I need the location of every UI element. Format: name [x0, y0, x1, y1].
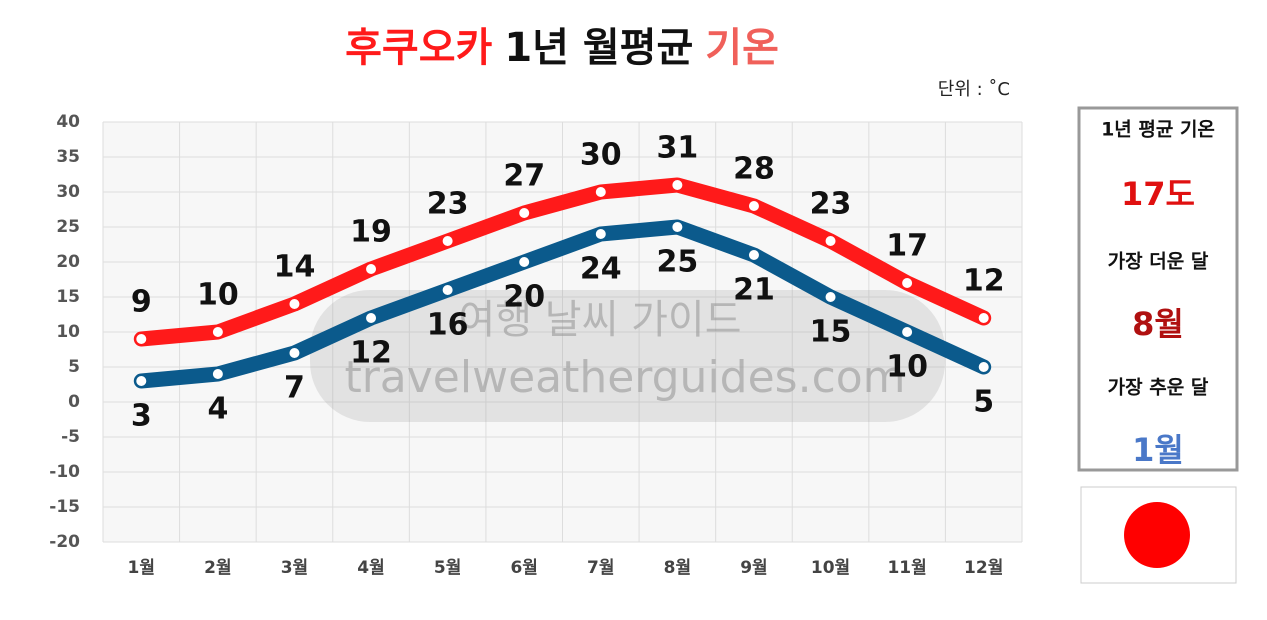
data-label: 14: [274, 250, 316, 285]
point: [976, 360, 991, 374]
y-tick-label: 20: [56, 252, 80, 272]
data-label: 23: [427, 187, 469, 222]
point: [593, 185, 608, 199]
x-tick-label: 8월: [664, 558, 691, 578]
data-label: 16: [427, 308, 469, 343]
point: [746, 199, 761, 213]
x-tick-label: 1월: [128, 558, 155, 578]
point: [670, 220, 685, 234]
data-label: 19: [350, 215, 392, 250]
data-label: 3: [131, 399, 152, 434]
point: [364, 262, 379, 276]
x-tick-label: 9월: [740, 558, 767, 578]
panel-value: 17도: [1121, 175, 1195, 213]
y-tick-label: -5: [61, 427, 80, 447]
x-tick-label: 11월: [887, 558, 926, 578]
data-label: 7: [284, 371, 305, 406]
y-tick-label: -10: [49, 462, 80, 482]
series-line: [133, 177, 992, 347]
watermark-text: travelweatherguides.com: [344, 352, 905, 403]
data-label: 27: [503, 159, 545, 194]
point: [210, 367, 225, 381]
data-label: 12: [350, 336, 392, 371]
y-tick-label: 40: [56, 112, 80, 132]
point: [517, 206, 532, 220]
panel-value: 1월: [1132, 431, 1184, 469]
y-tick-label: -20: [49, 532, 80, 552]
point: [440, 283, 455, 297]
data-label: 17: [886, 229, 928, 264]
data-label: 24: [580, 252, 622, 287]
unit-label: 단위 : ˚C: [938, 79, 1010, 100]
y-tick-label: 25: [56, 217, 80, 237]
data-label: 20: [503, 280, 545, 315]
point: [210, 325, 225, 339]
data-label: 9: [131, 285, 152, 320]
panel-label: 가장 추운 달: [1108, 377, 1209, 399]
point: [900, 325, 915, 339]
point: [746, 248, 761, 262]
point: [287, 346, 302, 360]
x-tick-label: 12월: [964, 558, 1003, 578]
point: [364, 311, 379, 325]
data-label: 12: [963, 264, 1005, 299]
watermark-text: 여행 날씨 가이드: [458, 297, 741, 343]
point: [134, 332, 149, 346]
data-label: 21: [733, 273, 775, 308]
data-label: 4: [207, 392, 228, 427]
panel-label: 1년 평균 기온: [1101, 119, 1215, 141]
panel-label: 가장 더운 달: [1108, 251, 1209, 273]
data-label: 25: [657, 245, 699, 280]
flag-circle: [1124, 502, 1190, 568]
point: [670, 178, 685, 192]
data-label: 31: [657, 131, 699, 166]
chart-title: 후쿠오카 1년 월평균 기온: [345, 25, 779, 71]
x-tick-label: 7월: [587, 558, 614, 578]
x-tick-label: 10월: [811, 558, 850, 578]
title-part: 후쿠오카: [345, 25, 492, 71]
point: [440, 234, 455, 248]
y-tick-label: 5: [68, 357, 80, 377]
point: [517, 255, 532, 269]
x-tick-label: 3월: [281, 558, 308, 578]
point: [900, 276, 915, 290]
y-tick-label: 10: [56, 322, 80, 342]
data-label: 30: [580, 138, 622, 173]
data-label: 5: [973, 385, 994, 420]
data-label: 15: [810, 315, 852, 350]
x-tick-label: 6월: [510, 558, 537, 578]
y-tick-label: 30: [56, 182, 80, 202]
point: [976, 311, 991, 325]
point: [134, 374, 149, 388]
point: [593, 227, 608, 241]
x-tick-label: 2월: [204, 558, 231, 578]
data-label: 23: [810, 187, 852, 222]
side-panel: [1077, 106, 1239, 472]
y-tick-label: -15: [49, 497, 80, 517]
x-tick-label: 4월: [357, 558, 384, 578]
x-tick-label: 5월: [434, 558, 461, 578]
point: [287, 297, 302, 311]
title-part: 1년 월평균: [504, 25, 693, 71]
data-label: 10: [197, 278, 239, 313]
panel-value: 8월: [1132, 305, 1184, 343]
data-label: 28: [733, 152, 775, 187]
y-tick-label: 15: [56, 287, 80, 307]
point: [823, 234, 838, 248]
series-line: [133, 219, 992, 389]
data-label: 10: [886, 350, 928, 385]
title-part: 기온: [705, 25, 779, 71]
y-tick-label: 35: [56, 147, 80, 167]
watermark-box: [310, 290, 945, 422]
point: [823, 290, 838, 304]
y-tick-label: 0: [68, 392, 80, 412]
